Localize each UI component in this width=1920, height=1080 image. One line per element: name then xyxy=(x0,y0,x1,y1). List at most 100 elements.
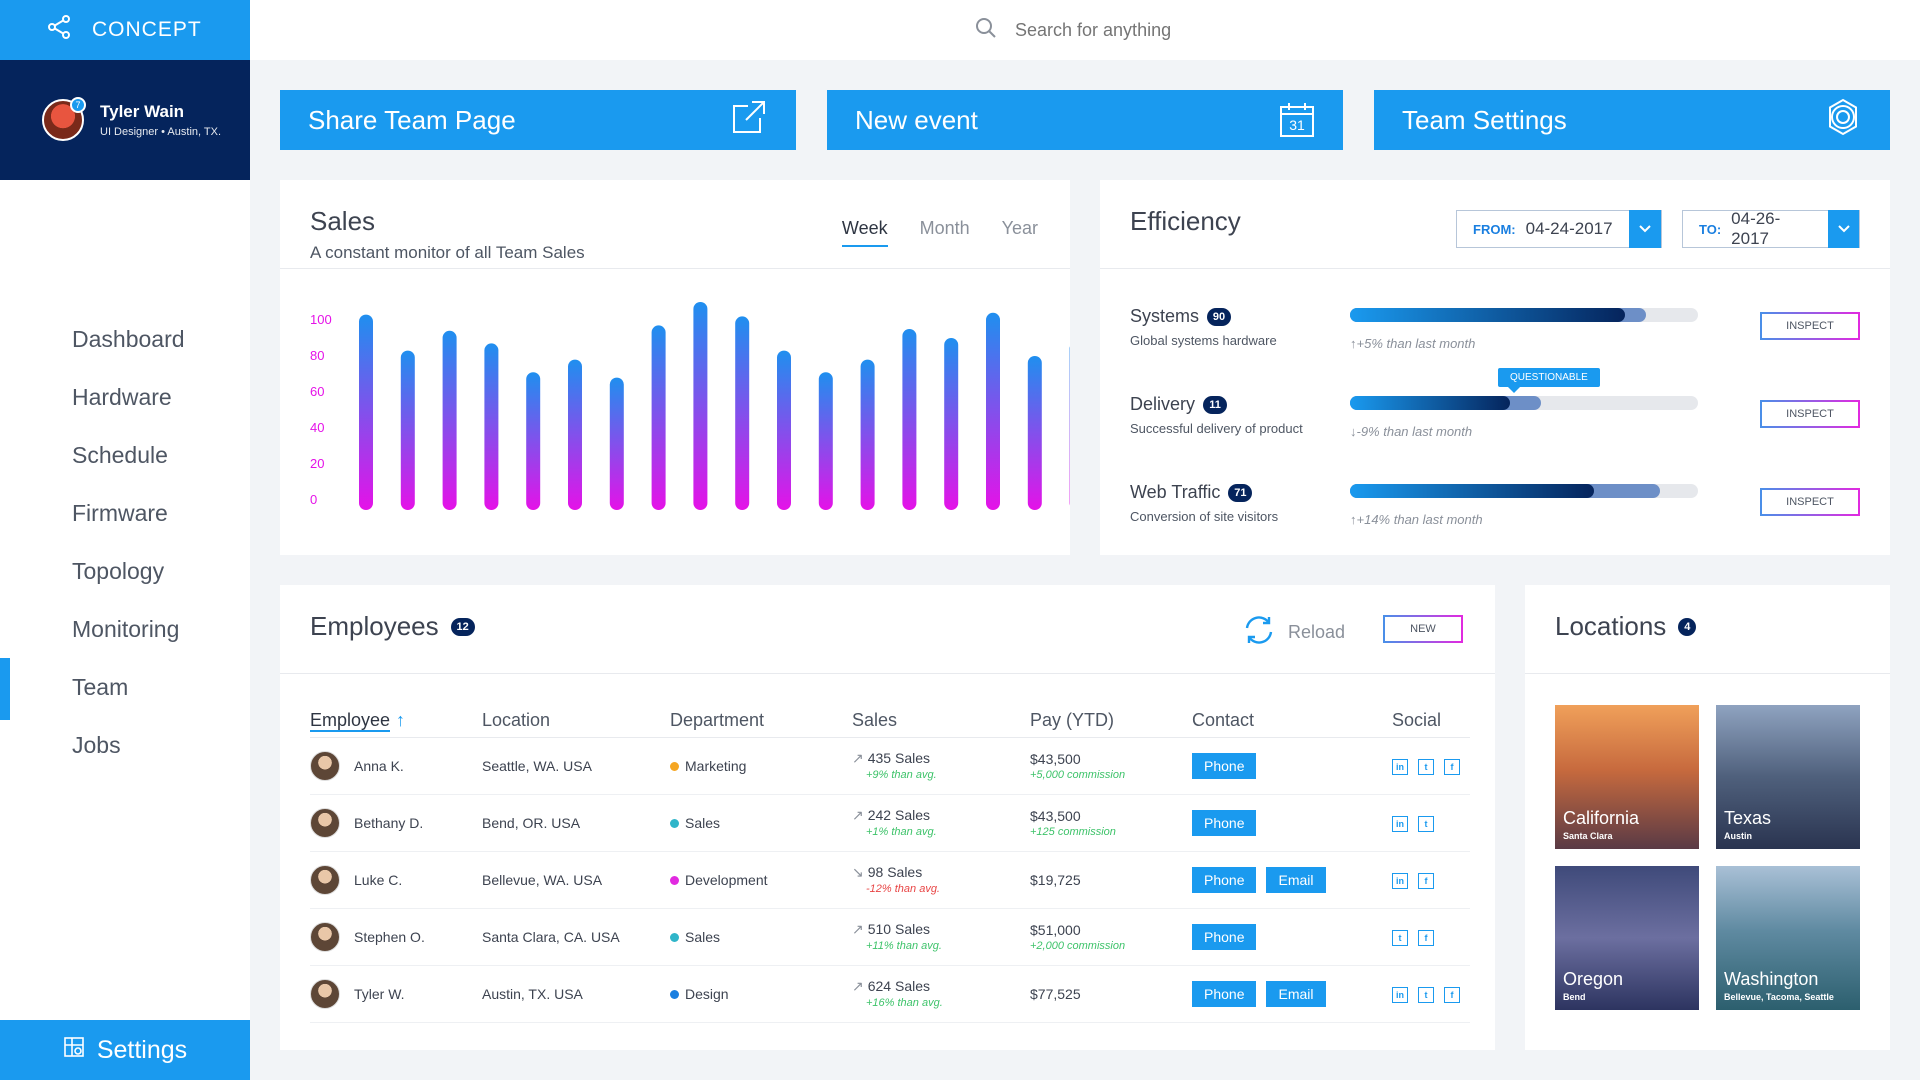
tab-year[interactable]: Year xyxy=(1001,218,1038,238)
department-cell: Development xyxy=(670,851,852,909)
sidebar-item-dashboard[interactable]: Dashboard xyxy=(0,310,250,368)
linkedin-icon[interactable]: in xyxy=(1392,815,1408,832)
phone-button[interactable]: Phone xyxy=(1192,923,1257,950)
column-header-location[interactable]: Location xyxy=(482,705,670,738)
column-header-contact[interactable]: Contact xyxy=(1192,705,1392,738)
column-header-department[interactable]: Department xyxy=(670,705,852,738)
to-date-picker[interactable]: TO: 04-26-2017 xyxy=(1682,209,1860,248)
sidebar-item-team[interactable]: Team xyxy=(0,658,250,720)
social-cell: in t f xyxy=(1392,737,1470,795)
sidebar-item-jobs[interactable]: Jobs xyxy=(0,716,250,774)
efficiency-count-badge: 11 xyxy=(1203,395,1228,414)
column-header-sales[interactable]: Sales xyxy=(852,705,1030,738)
location-cell: Seattle, WA. USA xyxy=(482,737,670,795)
sales-bar[interactable] xyxy=(526,372,541,510)
sales-bar[interactable] xyxy=(735,316,750,510)
chevron-down-icon[interactable] xyxy=(1828,210,1859,248)
sidebar-item-hardware[interactable]: Hardware xyxy=(0,368,250,426)
new-event-button[interactable]: New event 31 xyxy=(827,90,1343,150)
facebook-icon[interactable]: f xyxy=(1444,758,1460,775)
linkedin-icon[interactable]: in xyxy=(1392,986,1408,1003)
facebook-icon[interactable]: f xyxy=(1444,986,1460,1003)
share-team-page-button[interactable]: Share Team Page xyxy=(280,90,796,150)
inspect-button[interactable]: INSPECT xyxy=(1760,488,1860,516)
tab-month[interactable]: Month xyxy=(919,218,970,238)
table-row[interactable]: Anna K. Seattle, WA. USA Marketing ↗ 435 Sal… xyxy=(310,737,1470,795)
table-row[interactable]: Tyler W. Austin, TX. USA Design ↗ 624 Sales +… xyxy=(310,965,1470,1023)
efficiency-metric-name: Delivery xyxy=(1130,394,1196,414)
from-date: 04-24-2017 xyxy=(1525,219,1613,238)
location-tile-california[interactable]: California Santa Clara xyxy=(1555,705,1699,849)
tab-week[interactable]: Week xyxy=(841,218,888,247)
sidebar-item-firmware[interactable]: Firmware xyxy=(0,484,250,542)
sales-bar[interactable] xyxy=(609,377,624,510)
phone-button[interactable]: Phone xyxy=(1192,809,1257,836)
brand-bar[interactable]: CONCEPT xyxy=(0,0,250,60)
department-name: Sales xyxy=(685,928,721,945)
location-subtitle: Bend xyxy=(1563,992,1586,1002)
location-tile-washington[interactable]: Washington Bellevue, Tacoma, Seattle xyxy=(1716,866,1860,1010)
sales-bar[interactable] xyxy=(902,329,917,510)
location-tile-texas[interactable]: Texas Austin xyxy=(1716,705,1860,849)
efficiency-count-badge: 71 xyxy=(1228,483,1253,502)
facebook-icon[interactable]: f xyxy=(1418,872,1434,889)
linkedin-icon[interactable]: in xyxy=(1392,758,1408,775)
table-row[interactable]: Stephen O. Santa Clara, CA. USA Sales ↗ 510 … xyxy=(310,908,1470,966)
profile-name: Tyler Wain xyxy=(100,102,185,121)
table-row[interactable]: Bethany D. Bend, OR. USA Sales ↗ 242 Sales +1… xyxy=(310,794,1470,852)
table-row[interactable]: Luke C. Bellevue, WA. USA Development ↘ 98 S… xyxy=(310,851,1470,909)
column-header-social[interactable]: Social xyxy=(1392,705,1470,738)
twitter-icon[interactable]: t xyxy=(1418,758,1434,775)
inspect-button[interactable]: INSPECT xyxy=(1760,400,1860,428)
employee-name: Bethany D. xyxy=(354,814,424,831)
avatar xyxy=(310,978,340,1009)
efficiency-progress-primary xyxy=(1350,396,1511,410)
email-button[interactable]: Email xyxy=(1266,866,1326,893)
column-header-pay-ytd[interactable]: Pay (YTD) xyxy=(1030,705,1192,738)
sales-bar[interactable] xyxy=(1027,356,1042,510)
sales-bar[interactable] xyxy=(568,359,582,510)
sales-bar[interactable] xyxy=(693,302,708,510)
efficiency-delta: ↑+14% than last month xyxy=(1350,512,1483,527)
sort-arrow-icon[interactable]: ↑ xyxy=(396,710,406,731)
sales-bar[interactable] xyxy=(777,350,791,510)
from-date-picker[interactable]: FROM: 04-24-2017 xyxy=(1456,210,1662,248)
sidebar-item-monitoring[interactable]: Monitoring xyxy=(0,600,250,658)
sales-bar[interactable] xyxy=(484,343,499,510)
twitter-icon[interactable]: t xyxy=(1418,815,1434,832)
profile-card[interactable]: 7 Tyler Wain UI Designer • Austin, TX. xyxy=(0,60,250,180)
sales-bar[interactable] xyxy=(860,359,875,510)
locations-header: Locations 4 xyxy=(1555,611,1697,642)
settings-button[interactable]: Settings xyxy=(0,1020,250,1080)
location-tile-oregon[interactable]: Oregon Bend xyxy=(1555,866,1699,1010)
sales-bar[interactable] xyxy=(359,314,373,510)
avatar xyxy=(310,807,340,838)
column-header-employee[interactable]: Employee ↑ xyxy=(310,705,482,738)
phone-button[interactable]: Phone xyxy=(1192,752,1257,779)
phone-button[interactable]: Phone xyxy=(1192,866,1257,893)
sidebar-item-topology[interactable]: Topology xyxy=(0,542,250,600)
chevron-down-icon[interactable] xyxy=(1629,210,1661,248)
location-cell: Bellevue, WA. USA xyxy=(482,851,670,909)
sales-bar[interactable] xyxy=(818,372,833,510)
team-settings-label: Team Settings xyxy=(1402,104,1567,135)
sales-bar[interactable] xyxy=(944,338,959,510)
new-employee-button[interactable]: NEW xyxy=(1383,615,1463,643)
phone-button[interactable]: Phone xyxy=(1192,980,1257,1007)
email-button[interactable]: Email xyxy=(1266,980,1326,1007)
sidebar-item-schedule[interactable]: Schedule xyxy=(0,426,250,484)
reload-button[interactable]: Reload xyxy=(1242,615,1345,650)
location-cell: Bend, OR. USA xyxy=(482,794,670,852)
search-input[interactable] xyxy=(1015,19,1195,41)
facebook-icon[interactable]: f xyxy=(1418,929,1434,946)
sales-bar[interactable] xyxy=(651,325,666,510)
avatar xyxy=(310,750,340,781)
linkedin-icon[interactable]: in xyxy=(1392,872,1408,889)
twitter-icon[interactable]: t xyxy=(1418,986,1434,1003)
sales-bar[interactable] xyxy=(400,350,415,510)
sales-bar[interactable] xyxy=(442,330,457,510)
inspect-button[interactable]: INSPECT xyxy=(1760,312,1860,340)
team-settings-button[interactable]: Team Settings xyxy=(1374,90,1890,150)
sales-bar[interactable] xyxy=(986,312,1000,510)
twitter-icon[interactable]: t xyxy=(1392,929,1408,946)
